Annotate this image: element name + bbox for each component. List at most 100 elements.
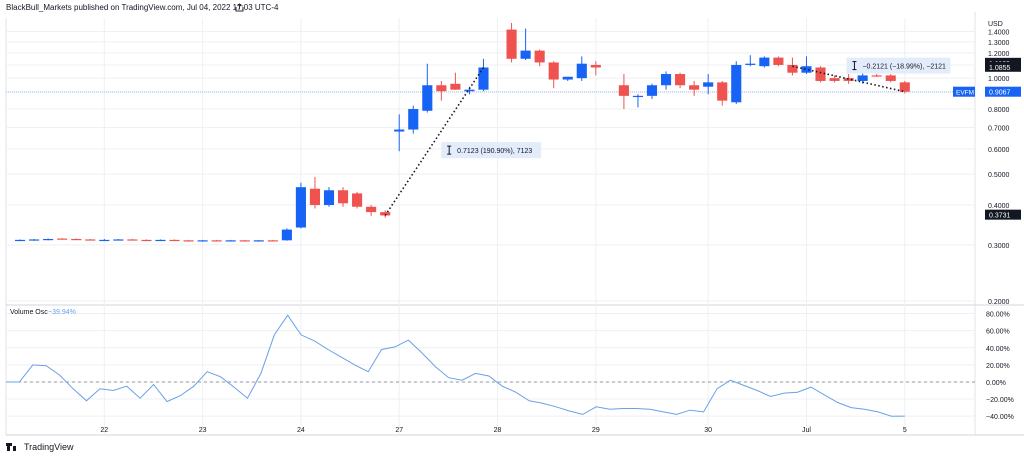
candle[interactable] [450, 72, 461, 90]
tradingview-logo[interactable]: TradingView [6, 442, 74, 452]
candle[interactable] [520, 28, 531, 61]
candle[interactable] [225, 239, 236, 242]
candle[interactable] [576, 56, 587, 81]
candle-body [703, 82, 714, 87]
candle[interactable] [759, 56, 770, 68]
candle[interactable] [141, 239, 152, 242]
candle[interactable] [717, 80, 728, 106]
candle[interactable] [843, 74, 854, 84]
candle[interactable] [127, 238, 138, 241]
candle[interactable] [857, 72, 868, 84]
current-price-tag-label: 0.9067 [989, 90, 1011, 97]
candle[interactable] [211, 239, 222, 242]
candle[interactable] [646, 83, 658, 100]
candle-body [548, 62, 559, 80]
candle-body [857, 75, 868, 81]
measure-label-text: −0.2121 (−18.99%), −2121 [862, 64, 946, 71]
candle[interactable] [745, 55, 756, 67]
candle[interactable] [562, 76, 573, 81]
candle[interactable] [29, 238, 40, 241]
time-tick-label: 29 [592, 427, 600, 434]
candle[interactable] [632, 94, 644, 108]
candle[interactable] [801, 56, 812, 75]
candle[interactable] [478, 58, 489, 92]
symbol-tag-label: EVFM [956, 90, 974, 97]
candle[interactable] [703, 74, 714, 95]
measure-label-box[interactable]: 0.7123 (190.90%), 7123 [441, 142, 542, 159]
candle[interactable] [71, 238, 82, 241]
candle-body [773, 57, 784, 65]
candle[interactable] [590, 61, 601, 76]
candle[interactable] [99, 238, 110, 242]
candle[interactable] [731, 61, 742, 104]
grid-lines [5, 12, 1024, 436]
candle[interactable] [239, 239, 250, 242]
candle[interactable] [85, 238, 96, 241]
candle[interactable] [323, 187, 335, 207]
candle[interactable] [295, 182, 306, 229]
candle[interactable] [155, 239, 166, 242]
candle[interactable] [885, 74, 896, 83]
candle[interactable] [337, 187, 349, 207]
candle-body [29, 239, 40, 241]
price-tick-label: 0.8000 [988, 107, 1010, 114]
candle-body [183, 240, 194, 242]
candle[interactable] [534, 49, 545, 67]
candle[interactable] [43, 238, 54, 241]
candle[interactable] [436, 80, 447, 101]
candle[interactable] [169, 239, 180, 242]
candle[interactable] [422, 63, 433, 113]
candle[interactable] [871, 74, 882, 77]
price-pane: 0.7123 (190.90%), 7123 −0.2121 (−18.99%),… [6, 22, 975, 242]
candle[interactable] [309, 176, 321, 209]
candle[interactable] [57, 238, 68, 240]
osc-tick-label: 60.00% [986, 329, 1010, 336]
ruler-icon [852, 61, 857, 71]
candle[interactable] [281, 228, 292, 241]
currency-label: USD [988, 21, 1003, 28]
osc-tick-label: −40.00% [986, 414, 1014, 421]
candle[interactable] [618, 74, 629, 110]
candle[interactable] [815, 66, 826, 83]
measure-label-bg [846, 57, 951, 74]
candle[interactable] [14, 239, 26, 242]
chart-header-title: BlackBull_Markets published on TradingVi… [6, 3, 279, 12]
candle[interactable] [548, 61, 559, 89]
candle-body [562, 76, 573, 80]
candle[interactable] [267, 239, 278, 242]
candle-body [169, 239, 180, 242]
candle[interactable] [675, 72, 686, 89]
candle[interactable] [899, 80, 910, 94]
volume-osc-line[interactable] [6, 314, 905, 417]
candle[interactable] [829, 75, 840, 83]
candle[interactable] [352, 191, 363, 209]
candle[interactable] [253, 239, 264, 242]
candle[interactable] [408, 105, 419, 134]
candle[interactable] [773, 56, 784, 67]
candle[interactable] [506, 22, 517, 63]
candle[interactable] [394, 114, 405, 152]
osc-tick-label: 80.00% [986, 312, 1010, 319]
candle-body [576, 63, 587, 79]
time-tick-label: Jul [802, 427, 811, 434]
candle-body [14, 239, 26, 242]
time-tick-label: 23 [199, 427, 207, 434]
candle[interactable] [660, 71, 672, 90]
candle-body [211, 240, 222, 242]
candle-body [127, 239, 138, 241]
candle-body [225, 240, 236, 242]
candle[interactable] [197, 239, 208, 242]
candle-body [57, 238, 68, 240]
candle-body [113, 239, 124, 241]
candle[interactable] [183, 239, 194, 242]
measure-label-box[interactable]: −0.2121 (−18.99%), −2121 [846, 57, 951, 74]
candle[interactable] [689, 80, 700, 96]
candle[interactable] [113, 238, 124, 241]
time-tick-label: 28 [494, 427, 502, 434]
candle-body [675, 74, 686, 86]
symbol-price-tag: EVFM 0.9067 [953, 86, 1021, 97]
price-tick-label: 0.6000 [988, 147, 1010, 154]
candle[interactable] [366, 205, 377, 216]
share-icon[interactable] [235, 3, 244, 14]
